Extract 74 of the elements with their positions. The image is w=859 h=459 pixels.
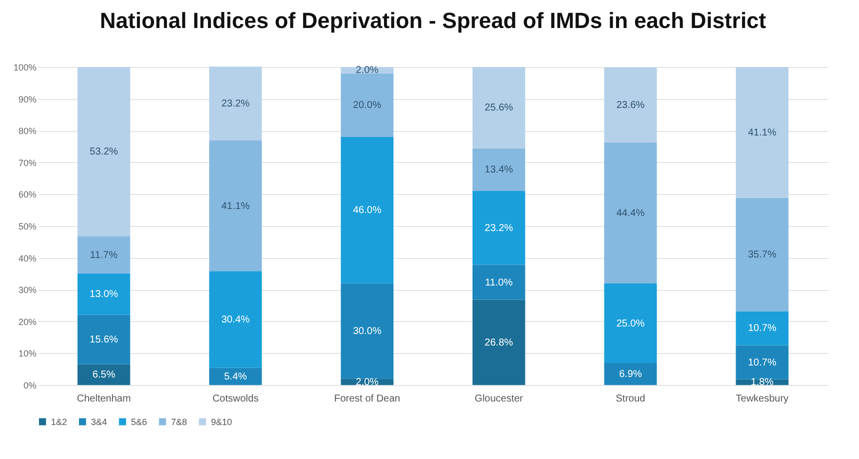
bar: [209, 368, 262, 385]
bar: [209, 271, 262, 368]
bar: [736, 67, 788, 198]
data-label: 44.4%: [616, 208, 645, 219]
x-tick-label: Gloucester: [474, 394, 524, 404]
y-tick-label: 20%: [18, 316, 36, 327]
data-label: 53.2%: [90, 146, 118, 158]
data-label: 41.1%: [221, 200, 250, 212]
bar: [472, 264, 526, 300]
data-label: 6.5%: [92, 370, 116, 381]
data-label: 30.0%: [352, 326, 382, 337]
y-tick-label: 10%: [18, 348, 36, 359]
bar: [340, 73, 394, 137]
bar: [472, 191, 526, 265]
y-tick-label: 40%: [18, 253, 36, 264]
data-label: 30.4%: [221, 314, 250, 326]
x-tick-label: Cheltenham: [76, 394, 131, 404]
y-tick-label: 0%: [23, 380, 36, 390]
data-label: 10.7%: [748, 323, 776, 334]
y-tick-label: 90%: [18, 94, 36, 104]
y-tick-label: 100%: [13, 62, 36, 72]
legend-label: 5&6: [131, 416, 148, 427]
data-label: 6.9%: [619, 369, 642, 380]
bar: [78, 314, 130, 364]
data-label: 5.4%: [224, 371, 248, 382]
y-tick-label: 70%: [18, 158, 36, 168]
data-label: 41.1%: [748, 127, 776, 138]
legend-label: 9&10: [211, 416, 232, 427]
bar: [472, 300, 526, 385]
data-label: 15.6%: [90, 334, 118, 346]
bar: [472, 148, 526, 192]
data-label: 11.0%: [485, 277, 513, 288]
data-label: 46.0%: [352, 205, 382, 216]
data-label: 13.0%: [90, 289, 118, 300]
x-tick-label: Cotswolds: [212, 394, 259, 404]
x-tick-label: Forest of Dean: [334, 394, 400, 404]
bar: [78, 273, 130, 315]
x-tick-label: Stroud: [616, 394, 646, 404]
data-label: 23.2%: [221, 98, 250, 110]
bar: [736, 311, 788, 346]
x-tick-label: Tewkesbury: [736, 394, 789, 404]
bar: [78, 236, 130, 274]
bar: [209, 66, 262, 140]
bar: [340, 283, 394, 379]
y-tick-label: 60%: [18, 190, 36, 200]
data-label: 25.0%: [616, 318, 645, 330]
bar: [78, 364, 130, 385]
chart-title: National Indices of Deprivation - Spread of IMDs in each District: [100, 8, 767, 33]
data-label: 10.7%: [748, 357, 776, 368]
data-label: 2.0%: [356, 65, 379, 76]
data-label: 23.2%: [484, 222, 514, 234]
data-label: 25.6%: [484, 102, 514, 114]
bar: [604, 284, 657, 364]
bar: [209, 140, 262, 272]
bar: [736, 198, 788, 312]
bar: [604, 142, 657, 284]
bar: [340, 136, 394, 284]
bar: [604, 67, 657, 142]
data-label: 20.0%: [352, 100, 382, 112]
legend-label: 3&4: [91, 416, 108, 427]
data-label: 23.6%: [616, 100, 645, 111]
bar: [604, 363, 657, 385]
data-label: 35.7%: [748, 249, 776, 260]
bar: [78, 67, 130, 236]
y-tick-label: 30%: [18, 285, 36, 296]
data-label: 13.4%: [484, 164, 514, 176]
bar: [736, 345, 788, 380]
y-tick-label: 80%: [18, 126, 36, 136]
legend-label: 7&8: [171, 416, 188, 427]
bar: [472, 67, 526, 148]
y-tick-label: 50%: [18, 222, 36, 232]
data-label: 11.7%: [90, 250, 118, 261]
data-label: 26.8%: [484, 337, 514, 348]
legend-label: 1&2: [51, 416, 68, 427]
